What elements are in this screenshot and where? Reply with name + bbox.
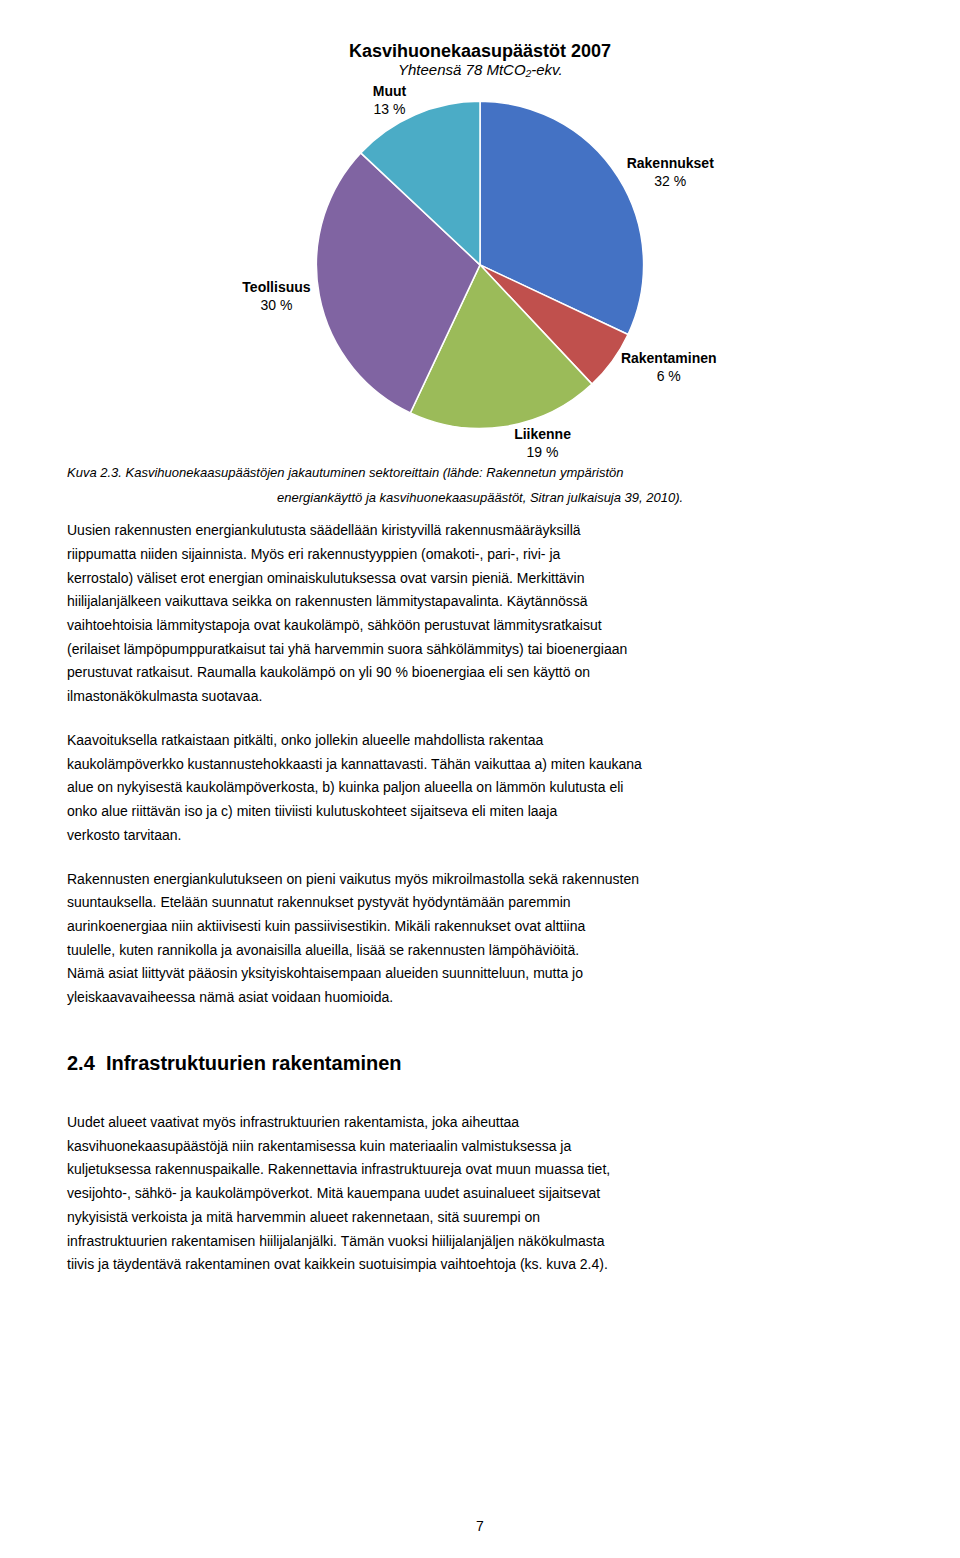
svg-text:onko alue riittävän iso ja c): onko alue riittävän iso ja c) miten tiiv…: [67, 803, 557, 819]
svg-text:Kuva 2.3. Kasvihuonekaasupääst: Kuva 2.3. Kasvihuonekaasupäästöjen jakau…: [67, 465, 623, 480]
svg-text:Rakentaminen6 %: Rakentaminen6 %: [621, 350, 717, 384]
svg-text:energiankäyttö ja kasvihuoneka: energiankäyttö ja kasvihuonekaasupäästöt…: [277, 490, 683, 505]
svg-text:Uudet alueet vaativat myös inf: Uudet alueet vaativat myös infrastruktuu…: [67, 1114, 519, 1130]
svg-text:Liikenne19 %: Liikenne19 %: [514, 426, 571, 460]
svg-text:kaukolämpöverkko kustannusteho: kaukolämpöverkko kustannustehokkaasti ja…: [67, 756, 642, 772]
svg-text:suuntauksella. Etelään suunnat: suuntauksella. Etelään suunnatut rakennu…: [67, 894, 571, 910]
svg-text:riippumatta niiden sijainnista: riippumatta niiden sijainnista. Myös eri…: [67, 546, 561, 562]
svg-text:Teollisuus30 %: Teollisuus30 %: [242, 279, 310, 313]
svg-text:tuulelle, kuten rannikolla ja: tuulelle, kuten rannikolla ja avonaisill…: [67, 942, 579, 958]
svg-text:Kaavoituksella ratkaistaan pit: Kaavoituksella ratkaistaan pitkälti, onk…: [67, 732, 543, 748]
svg-text:Muut13 %: Muut13 %: [373, 83, 407, 117]
svg-text:7: 7: [476, 1518, 484, 1534]
svg-text:yleiskaavavaiheessa nämä asiat: yleiskaavavaiheessa nämä asiat voidaan h…: [67, 989, 393, 1005]
svg-text:2.4 Infrastruktuurien rakenta: 2.4 Infrastruktuurien rakentaminen: [67, 1052, 402, 1074]
svg-text:alue on nykyisestä kaukolämpöv: alue on nykyisestä kaukolämpöverkosta, b…: [67, 779, 623, 795]
svg-text:Kasvihuonekaasupäästöt 2007: Kasvihuonekaasupäästöt 2007: [349, 41, 611, 61]
svg-text:Rakennusten energiankulutuksee: Rakennusten energiankulutukseen on pieni…: [67, 871, 639, 887]
svg-text:Yhteensä 78 MtCO₂-ekv.: Yhteensä 78 MtCO₂-ekv.: [398, 61, 563, 78]
svg-text:kasvihuonekaasupäästöjä niin r: kasvihuonekaasupäästöjä niin rakentamise…: [67, 1138, 571, 1154]
svg-text:infrastruktuurien rakentamisen: infrastruktuurien rakentamisen hiilijala…: [67, 1233, 605, 1249]
svg-text:perustuvat ratkaisut. Raumalla: perustuvat ratkaisut. Raumalla kaukolämp…: [67, 664, 590, 680]
svg-text:kerrostalo) väliset erot energ: kerrostalo) väliset erot energian ominai…: [67, 570, 584, 586]
svg-text:aurinkoenergiaa niin aktiivise: aurinkoenergiaa niin aktiivisesti kuin p…: [67, 918, 585, 934]
svg-text:hiilijalanjälkeen vaikuttava s: hiilijalanjälkeen vaikuttava seikka on r…: [67, 593, 588, 609]
svg-text:(erilaiset lämpöpumppuratkaisu: (erilaiset lämpöpumppuratkaisut tai yhä …: [67, 641, 627, 657]
svg-text:Nämä asiat liittyvät pääosin y: Nämä asiat liittyvät pääosin yksityiskoh…: [67, 965, 583, 981]
svg-text:tiivis ja täydentävä rakentami: tiivis ja täydentävä rakentaminen ovat k…: [67, 1256, 608, 1272]
svg-text:ilmastonäkökulmasta suotavaa.: ilmastonäkökulmasta suotavaa.: [67, 688, 262, 704]
svg-text:vesijohto-, sähkö- ja kaukoläm: vesijohto-, sähkö- ja kaukolämpöverkot. …: [67, 1185, 600, 1201]
svg-text:vaihtoehtoisia lämmitystapoja: vaihtoehtoisia lämmitystapoja ovat kauko…: [67, 617, 602, 633]
svg-text:Uusien rakennusten energiankul: Uusien rakennusten energiankulutusta sää…: [67, 522, 581, 538]
svg-text:nykyisistä verkoista ja mitä h: nykyisistä verkoista ja mitä harvemmin a…: [67, 1209, 540, 1225]
svg-text:kuljetuksessa rakennuspaikalle: kuljetuksessa rakennuspaikalle. Rakennet…: [67, 1161, 610, 1177]
svg-text:Rakennukset32 %: Rakennukset32 %: [627, 155, 714, 189]
svg-text:verkosto tarvitaan.: verkosto tarvitaan.: [67, 827, 181, 843]
